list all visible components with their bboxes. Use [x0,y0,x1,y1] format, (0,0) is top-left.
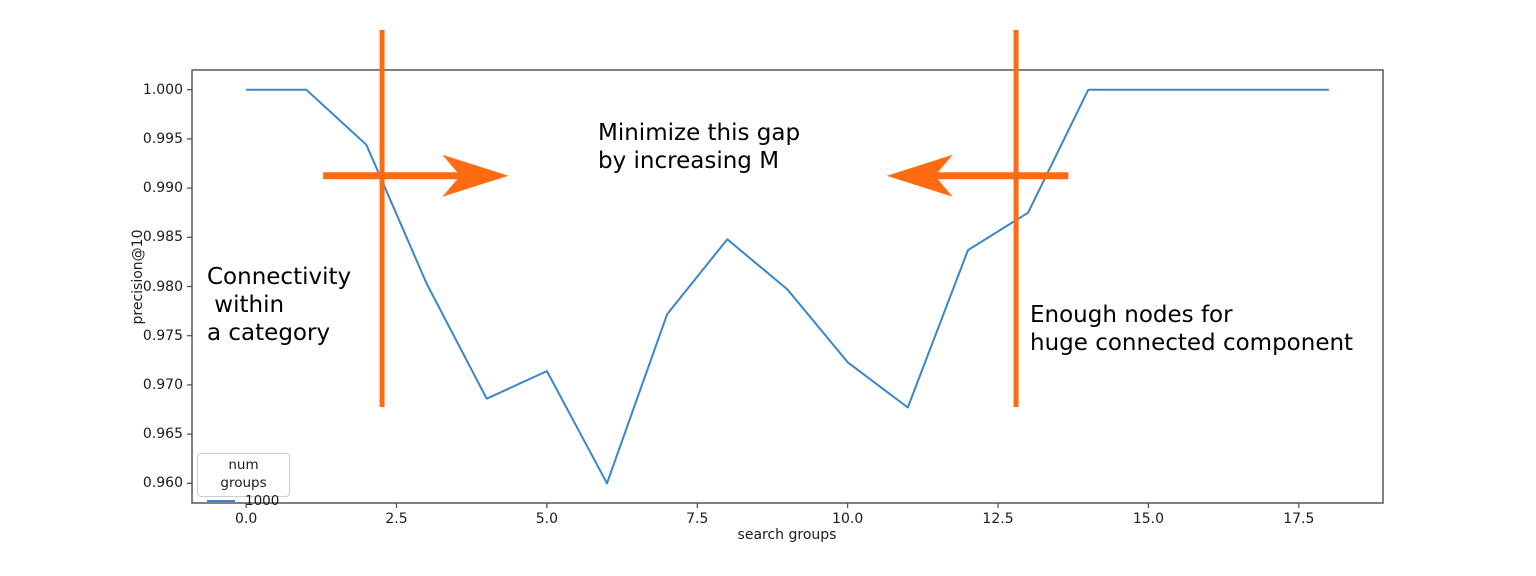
connectivity-note: Connectivity within a category [207,264,352,346]
x-tick-label: 2.5 [385,511,408,527]
minimize-gap-note: Minimize this gap by increasing M [598,120,801,174]
y-tick-label: 0.975 [142,327,183,344]
x-axis-label: search groups [737,527,837,543]
y-tick-label: 1.000 [142,81,183,98]
legend-entry: 1000 [204,492,283,510]
y-tick-label: 0.970 [142,376,183,393]
y-tick-label: 0.985 [142,229,183,246]
y-tick-label: 0.965 [142,426,183,443]
x-tick-label: 7.5 [686,511,709,527]
x-tick-label: 15.0 [1132,511,1164,527]
legend-title: num groups [220,457,267,491]
y-tick-label: 0.990 [142,180,183,197]
x-tick-label: 0.0 [234,511,258,527]
y-tick-label: 0.960 [142,475,183,492]
legend-entry-label: 1000 [245,493,280,509]
gap-arrow-left-head-icon [886,154,953,197]
y-tick-label: 0.980 [142,278,183,295]
series-line [246,88,1329,485]
y-tick-label: 0.995 [142,130,183,147]
x-tick-label: 5.0 [535,511,559,527]
gap-arrow-right-head-icon [442,154,509,197]
legend: num groups 1000 [197,453,290,509]
x-tick-label: 10.0 [832,511,864,527]
x-tick-label: 17.5 [1283,511,1315,527]
x-tick-label: 12.5 [982,511,1014,527]
legend-line-sample-icon [207,500,235,502]
y-axis-label: precision@10 [130,229,146,325]
enough-nodes-note: Enough nodes for huge connected componen… [1030,302,1354,356]
